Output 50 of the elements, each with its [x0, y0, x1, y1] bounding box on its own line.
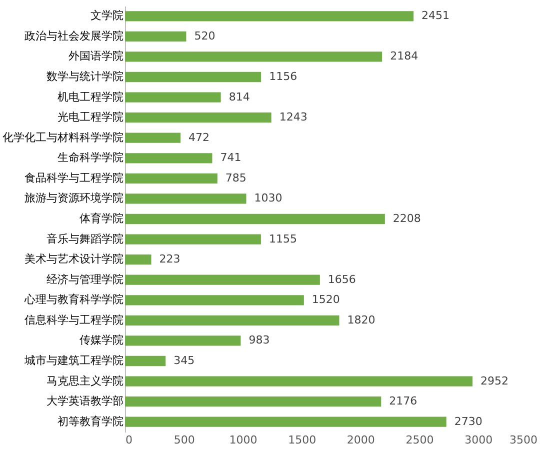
y-tick-label: 音乐与舞蹈学院: [46, 232, 124, 246]
x-tick-label: 3500: [510, 434, 538, 446]
y-tick-label: 光电工程学院: [58, 110, 124, 124]
y-tick-label: 旅游与资源环境学院: [24, 192, 124, 205]
data-label: 2730: [454, 414, 482, 428]
data-label: 2208: [392, 212, 421, 225]
data-label: 1656: [328, 272, 356, 286]
data-label: 1155: [268, 232, 297, 246]
y-tick-label: 文学院: [90, 9, 124, 22]
data-label: 2184: [390, 50, 418, 63]
y-tick-label: 初等教育学院: [58, 414, 124, 428]
data-label: 520: [194, 29, 216, 42]
y-tick-label: 化学化工与材料科学学院: [2, 130, 124, 144]
data-label: 1030: [254, 192, 282, 205]
y-tick-label: 外国语学院: [68, 50, 124, 63]
x-tick-label: 0: [126, 434, 132, 446]
y-tick-label: 传媒学院: [80, 334, 124, 347]
y-tick-label: 体育学院: [80, 212, 124, 225]
y-tick-label: 政治与社会发展学院: [24, 29, 124, 42]
data-label: 2176: [389, 394, 418, 408]
data-label: 1156: [269, 70, 298, 83]
x-tick-label: 1000: [229, 434, 258, 446]
data-label: 1820: [347, 313, 376, 326]
y-tick-label: 经济与管理学院: [46, 272, 124, 286]
data-label: 785: [225, 171, 246, 184]
y-tick-label: 机电工程学院: [58, 90, 124, 104]
data-label: 1520: [312, 293, 340, 306]
data-label: 1243: [279, 110, 308, 124]
data-label: 345: [174, 354, 195, 367]
y-tick-label: 马克思主义学院: [46, 374, 124, 388]
x-tick-label: 3000: [464, 434, 493, 446]
y-tick-label: 信息科学与工程学院: [24, 313, 124, 326]
y-tick-label: 食品科学与工程学院: [24, 171, 124, 184]
data-label: 2952: [480, 374, 508, 388]
data-label: 814: [228, 90, 250, 104]
data-label: 983: [248, 334, 270, 347]
x-tick-label: 1500: [288, 434, 316, 446]
data-label: 472: [188, 130, 210, 144]
y-tick-label: 城市与建筑工程学院: [24, 354, 124, 367]
x-tick-label: 2500: [406, 434, 434, 446]
y-tick-label: 美术与艺术设计学院: [24, 252, 124, 266]
data-label: 2451: [422, 9, 450, 22]
y-tick-label: 数学与统计学院: [46, 70, 124, 83]
y-tick-label: 心理与教育科学学院: [24, 293, 124, 306]
x-tick-label: 2000: [346, 434, 375, 446]
data-label: 223: [159, 252, 180, 266]
y-tick-label: 生命科学学院: [58, 151, 124, 164]
data-label: 741: [220, 151, 242, 164]
y-tick-label: 大学英语教学部: [46, 394, 124, 408]
x-tick-label: 500: [174, 434, 195, 446]
